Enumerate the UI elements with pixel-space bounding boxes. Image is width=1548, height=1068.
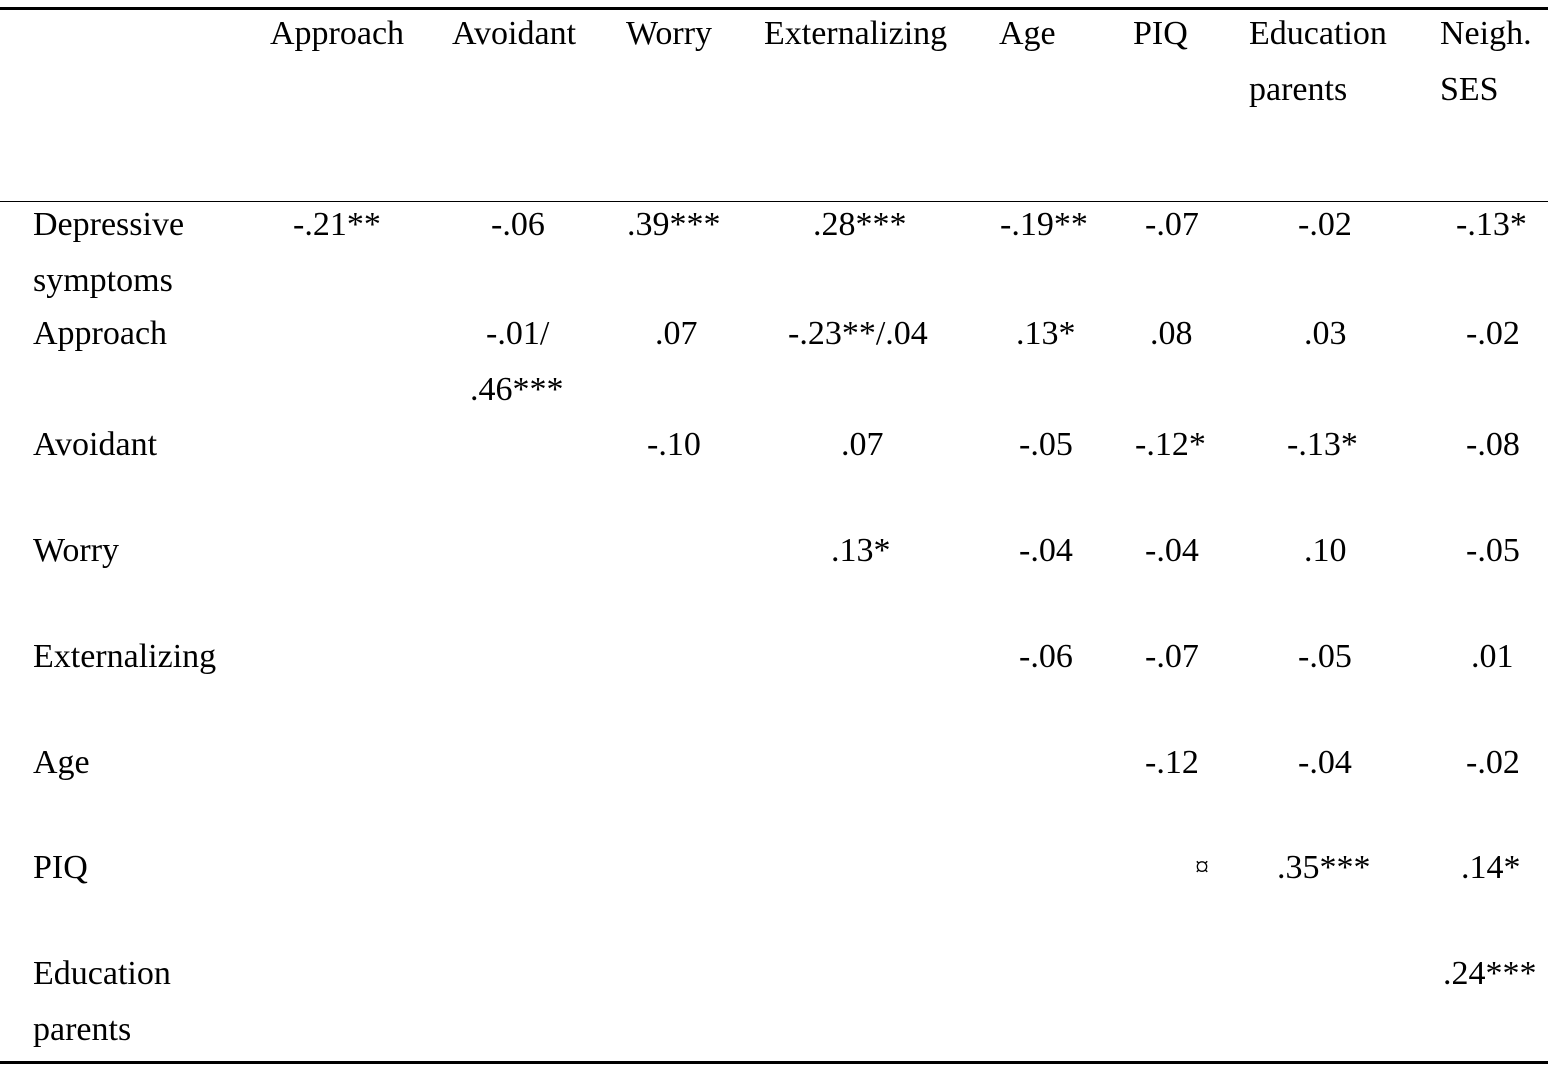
cell-avoidant-education: -.13*	[1287, 426, 1358, 463]
header-education-line1: Education	[1249, 15, 1387, 52]
cell-approach-worry: .07	[655, 315, 698, 352]
row-label-externalizing: Externalizing	[33, 638, 217, 675]
cell-externalizing-neigh: .01	[1471, 638, 1514, 675]
cell-age-neigh: -.02	[1466, 744, 1520, 781]
table-top-rule	[0, 7, 1548, 10]
cell-avoidant-piq: -.12*	[1135, 426, 1206, 463]
row-label-avoidant: Avoidant	[33, 426, 158, 463]
cell-worry-age: -.04	[1019, 532, 1073, 569]
cell-education-neigh: .24***	[1443, 955, 1537, 992]
row-label-depressive-line2: symptoms	[33, 262, 173, 299]
header-age: Age	[999, 15, 1056, 52]
cell-piq-piq-symbol: ¤	[1195, 852, 1209, 883]
row-label-approach: Approach	[33, 315, 168, 352]
cell-approach-education: .03	[1304, 315, 1347, 352]
cell-depressive-piq: -.07	[1145, 206, 1199, 243]
cell-approach-age: .13*	[1016, 315, 1076, 352]
cell-avoidant-worry: -.10	[647, 426, 701, 463]
header-education-line2: parents	[1249, 71, 1348, 108]
cell-approach-avoidant-line2: .46***	[470, 371, 564, 408]
cell-externalizing-piq: -.07	[1145, 638, 1199, 675]
cell-approach-externalizing: -.23**/.04	[788, 315, 928, 352]
header-ses: SES	[1440, 71, 1499, 108]
cell-depressive-avoidant: -.06	[491, 206, 545, 243]
cell-worry-neigh: -.05	[1466, 532, 1520, 569]
cell-depressive-education: -.02	[1298, 206, 1352, 243]
cell-depressive-worry: .39***	[627, 206, 721, 243]
cell-externalizing-education: -.05	[1298, 638, 1352, 675]
cell-avoidant-externalizing: .07	[841, 426, 884, 463]
table-bottom-rule	[0, 1061, 1548, 1064]
header-avoidant: Avoidant	[452, 15, 577, 52]
header-externalizing: Externalizing	[764, 15, 948, 52]
cell-worry-piq: -.04	[1145, 532, 1199, 569]
table-header-rule	[0, 201, 1548, 202]
cell-piq-education: .35***	[1277, 849, 1371, 886]
cell-age-education: -.04	[1298, 744, 1352, 781]
cell-depressive-externalizing: .28***	[813, 206, 907, 243]
header-approach: Approach	[270, 15, 405, 52]
cell-approach-neigh: -.02	[1466, 315, 1520, 352]
header-piq: PIQ	[1133, 15, 1188, 52]
cell-avoidant-age: -.05	[1019, 426, 1073, 463]
cell-age-piq: -.12	[1145, 744, 1199, 781]
row-label-worry: Worry	[33, 532, 120, 569]
row-label-age: Age	[33, 744, 90, 781]
header-worry: Worry	[626, 15, 713, 52]
row-label-depressive-line1: Depressive	[33, 206, 185, 243]
row-label-education-line2: parents	[33, 1011, 132, 1048]
cell-depressive-neigh: -.13*	[1456, 206, 1527, 243]
cell-depressive-age: -.19**	[1000, 206, 1088, 243]
header-neigh: Neigh.	[1440, 15, 1532, 52]
cell-externalizing-age: -.06	[1019, 638, 1073, 675]
cell-avoidant-neigh: -.08	[1466, 426, 1520, 463]
cell-approach-avoidant-line1: -.01/	[486, 315, 550, 352]
cell-piq-neigh: .14*	[1461, 849, 1521, 886]
row-label-education-line1: Education	[33, 955, 171, 992]
cell-worry-externalizing: .13*	[831, 532, 891, 569]
cell-approach-piq: .08	[1150, 315, 1193, 352]
cell-depressive-approach: -.21**	[293, 206, 381, 243]
row-label-piq: PIQ	[33, 849, 88, 886]
cell-worry-education: .10	[1304, 532, 1347, 569]
